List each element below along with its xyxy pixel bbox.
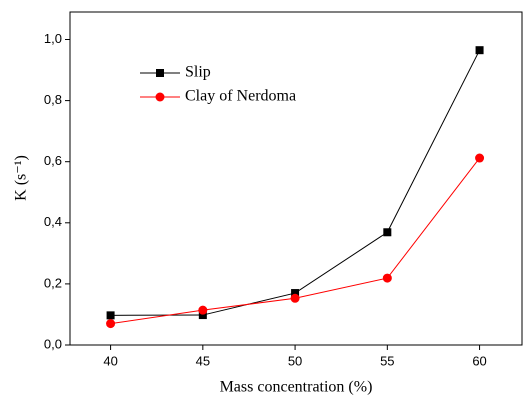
y-tick-label: 0,4 xyxy=(44,214,62,229)
marker xyxy=(291,289,300,298)
marker xyxy=(106,311,115,320)
marker xyxy=(290,293,300,303)
marker xyxy=(475,153,485,163)
x-tick-label: 50 xyxy=(288,353,302,368)
x-tick-label: 40 xyxy=(103,353,117,368)
marker xyxy=(383,228,392,237)
y-axis-label: K (s⁻¹) xyxy=(13,155,30,201)
y-tick-label: 0,6 xyxy=(44,153,62,168)
marker xyxy=(198,305,208,315)
x-tick-label: 45 xyxy=(196,353,210,368)
marker xyxy=(156,69,164,77)
legend-label: Slip xyxy=(185,64,211,81)
x-axis-label: Mass concentration (%) xyxy=(220,379,373,396)
y-tick-label: 1,0 xyxy=(44,31,62,46)
x-tick-label: 55 xyxy=(380,353,394,368)
marker xyxy=(155,92,165,102)
x-tick-label: 60 xyxy=(472,353,486,368)
plot-frame xyxy=(69,11,523,346)
y-tick-label: 0,8 xyxy=(44,92,62,107)
marker xyxy=(106,319,116,329)
marker xyxy=(382,273,392,283)
marker xyxy=(475,46,484,55)
marker xyxy=(198,311,207,320)
y-tick-label: 0,0 xyxy=(44,336,62,351)
legend-label: Clay of Nerdoma xyxy=(185,88,296,105)
y-tick-label: 0,2 xyxy=(44,275,62,290)
